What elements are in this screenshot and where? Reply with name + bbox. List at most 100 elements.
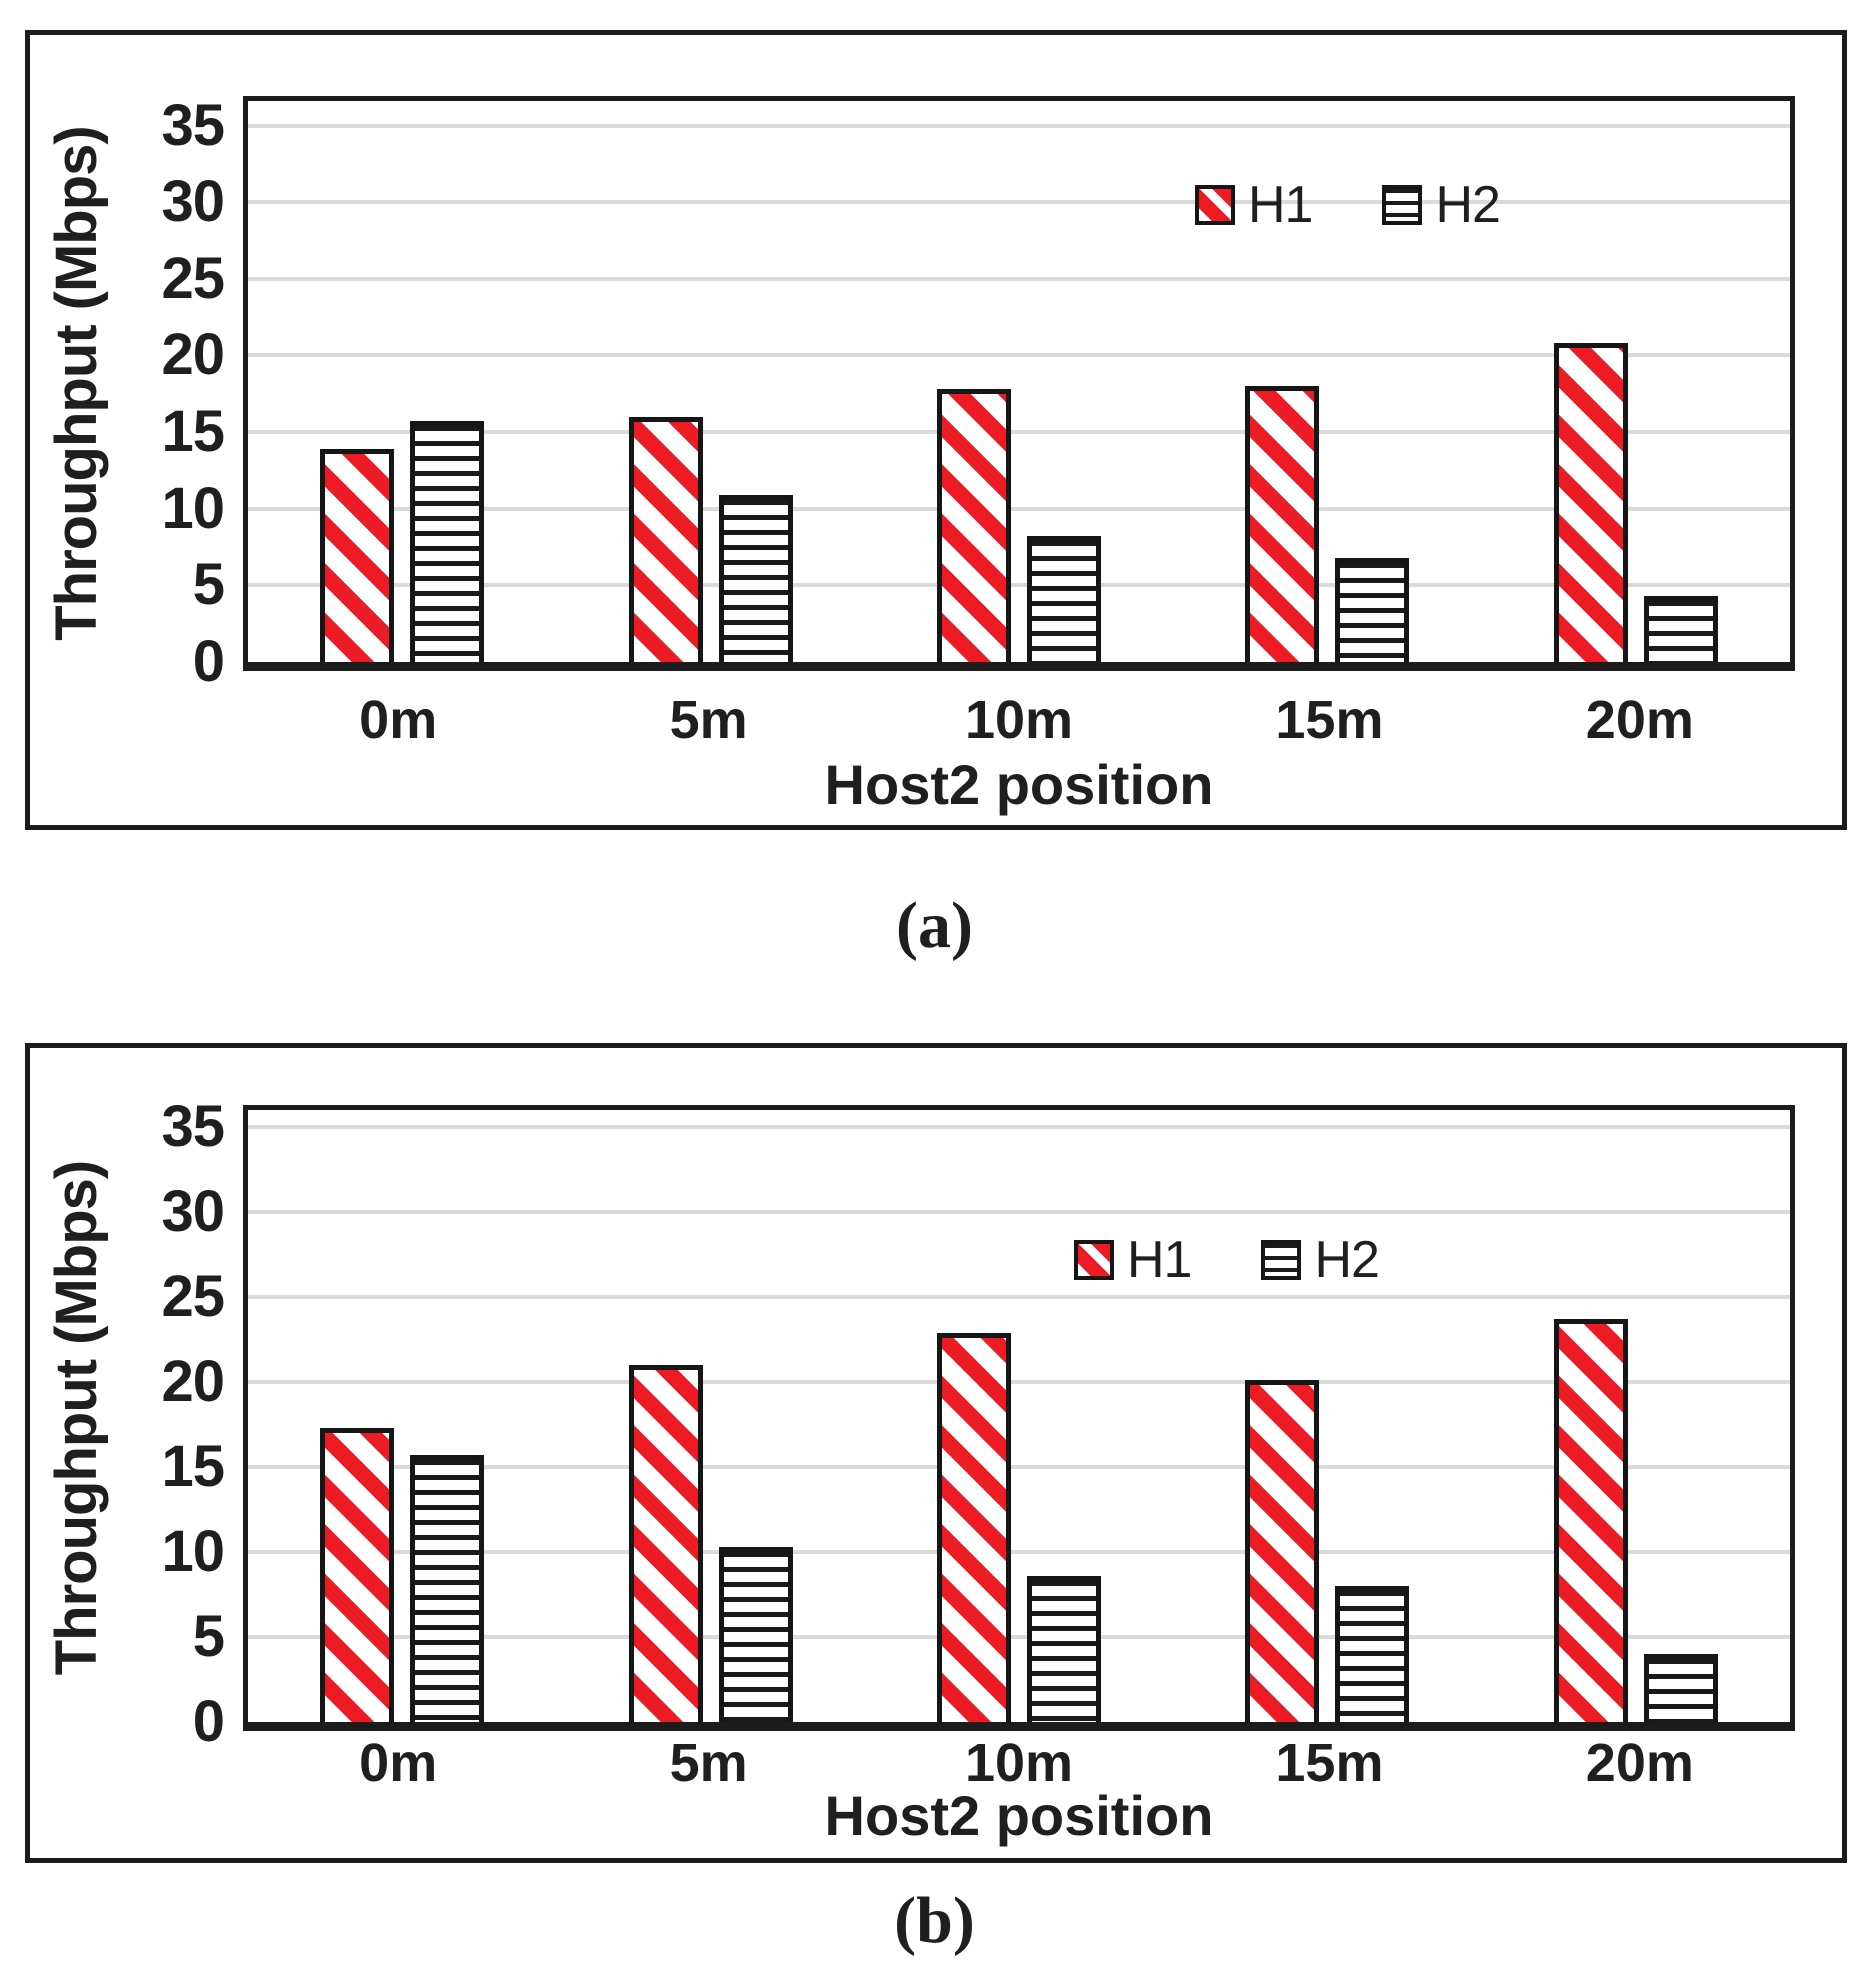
legend-item-h1: H1 [1074, 1231, 1192, 1289]
bar-group-15m [1173, 1110, 1481, 1722]
bar-h2-20m [1643, 596, 1718, 662]
legend-label: H2 [1314, 1231, 1379, 1289]
caption-a: (a) [896, 889, 973, 962]
x-tick-label: 15m [1275, 1733, 1384, 1793]
x-axis-ticks: 0m 5m 10m 15m 20m [243, 693, 1795, 753]
bars [248, 101, 1790, 662]
bar-h2-5m [718, 1546, 793, 1722]
y-tick-label: 5 [192, 1604, 225, 1669]
bar-h1-15m [1245, 386, 1320, 662]
bar-h2-0m [410, 421, 485, 662]
y-tick-label: 35 [161, 1093, 225, 1159]
bar-h1-0m [320, 1427, 395, 1722]
panel-b: Throughput (Mbps) 0 5 10 15 20 25 30 35 H1 H2 0m… [25, 1043, 1847, 1863]
legend-item-h2: H2 [1261, 1231, 1380, 1289]
y-tick-label: 5 [192, 552, 225, 618]
gridline [248, 276, 1790, 281]
legend-swatch-h2-icon [1261, 1240, 1302, 1280]
legend: H1 H2 [1074, 1231, 1380, 1289]
y-axis-ticks: 0 5 10 15 20 25 30 35 [110, 1097, 230, 1750]
bar-h2-15m [1335, 557, 1410, 662]
gridline [248, 1124, 1790, 1129]
bar-h2-0m [410, 1455, 485, 1722]
x-tick-label: 15m [1275, 690, 1384, 750]
bar-h1-20m [1553, 1319, 1628, 1722]
x-tick-label: 5m [669, 690, 748, 750]
caption-b: (b) [894, 1884, 975, 1957]
bar-group-5m [556, 1110, 864, 1722]
bar-group-0m [248, 101, 556, 662]
gridline [248, 1550, 1790, 1554]
x-tick-label: 5m [669, 1733, 748, 1793]
legend: H1 H2 [1195, 176, 1501, 234]
x-tick-label: 10m [964, 690, 1074, 750]
gridline [248, 200, 1790, 205]
bar-group-5m [556, 101, 864, 662]
y-tick-label: 10 [161, 1519, 225, 1584]
x-tick-label: 0m [359, 1733, 438, 1793]
bar-h2-20m [1643, 1654, 1718, 1722]
y-tick-label: 30 [161, 169, 225, 235]
legend-swatch-h1-icon [1074, 1240, 1114, 1280]
gridline [248, 583, 1790, 588]
gridline [248, 430, 1790, 435]
gridline [248, 123, 1790, 128]
panel-a: Throughput (Mbps) 0 5 10 15 20 25 30 35 H1 H2 0m… [25, 30, 1847, 830]
gridline [248, 353, 1790, 358]
plot-area: H1 H2 [243, 96, 1795, 671]
x-axis-ticks: 0m 5m 10m 15m 20m [243, 1736, 1795, 1796]
y-tick-label: 10 [161, 475, 225, 541]
gridline [248, 506, 1790, 511]
y-tick-label: 25 [161, 245, 225, 311]
bar-h1-10m [937, 1332, 1012, 1722]
bar-h2-15m [1335, 1586, 1410, 1722]
y-tick-label: 0 [192, 629, 225, 694]
bar-h1-5m [628, 416, 703, 662]
bar-h1-0m [320, 448, 395, 662]
y-tick-label: 15 [161, 399, 225, 465]
legend-label: H1 [1127, 1231, 1192, 1289]
bar-group-20m [1482, 1110, 1790, 1722]
x-tick-label: 10m [964, 1733, 1074, 1793]
bar-h1-20m [1553, 343, 1628, 662]
bar-h1-10m [937, 389, 1012, 662]
bar-h2-10m [1027, 536, 1102, 662]
bar-h2-5m [718, 494, 793, 662]
legend-label: H2 [1435, 176, 1500, 234]
bar-h1-15m [1245, 1380, 1320, 1722]
chart-b: Throughput (Mbps) 0 5 10 15 20 25 30 35 H1 H2 0m… [30, 1048, 1842, 1858]
y-axis-ticks: 0 5 10 15 20 25 30 35 [110, 96, 230, 690]
bar-group-20m [1482, 101, 1790, 662]
y-tick-label: 35 [161, 92, 225, 158]
x-tick-label: 20m [1585, 1733, 1694, 1793]
chart-a: Throughput (Mbps) 0 5 10 15 20 25 30 35 H1 H2 0m… [30, 35, 1842, 825]
y-tick-label: 25 [161, 1264, 225, 1329]
bar-h2-10m [1027, 1575, 1102, 1722]
y-axis-title: Throughput (Mbps) [43, 1160, 109, 1676]
y-tick-label: 30 [161, 1179, 225, 1244]
x-tick-label: 0m [359, 690, 438, 750]
gridline [248, 1379, 1790, 1384]
x-axis-title: Host2 position [824, 753, 1214, 816]
legend-label: H1 [1248, 176, 1313, 234]
x-tick-label: 20m [1585, 690, 1694, 750]
y-axis-title: Throughput (Mbps) [43, 126, 109, 641]
x-axis-title: Host2 position [824, 1784, 1214, 1847]
gridline [248, 1635, 1790, 1639]
gridline [248, 1210, 1790, 1214]
bar-group-0m [248, 1110, 556, 1722]
legend-item-h1: H1 [1195, 176, 1313, 234]
y-tick-label: 20 [161, 1348, 225, 1414]
bar-group-15m [1173, 101, 1481, 662]
bar-group-10m [865, 101, 1173, 662]
plot-area: H1 H2 [243, 1105, 1795, 1731]
legend-item-h2: H2 [1382, 176, 1501, 234]
y-tick-label: 0 [192, 1689, 225, 1754]
gridline [248, 1465, 1790, 1469]
y-tick-label: 20 [161, 322, 225, 388]
legend-swatch-h1-icon [1195, 185, 1235, 225]
y-tick-label: 15 [161, 1434, 225, 1499]
bar-group-10m [865, 1110, 1173, 1722]
bar-h1-5m [628, 1365, 703, 1722]
legend-swatch-h2-icon [1382, 185, 1423, 225]
